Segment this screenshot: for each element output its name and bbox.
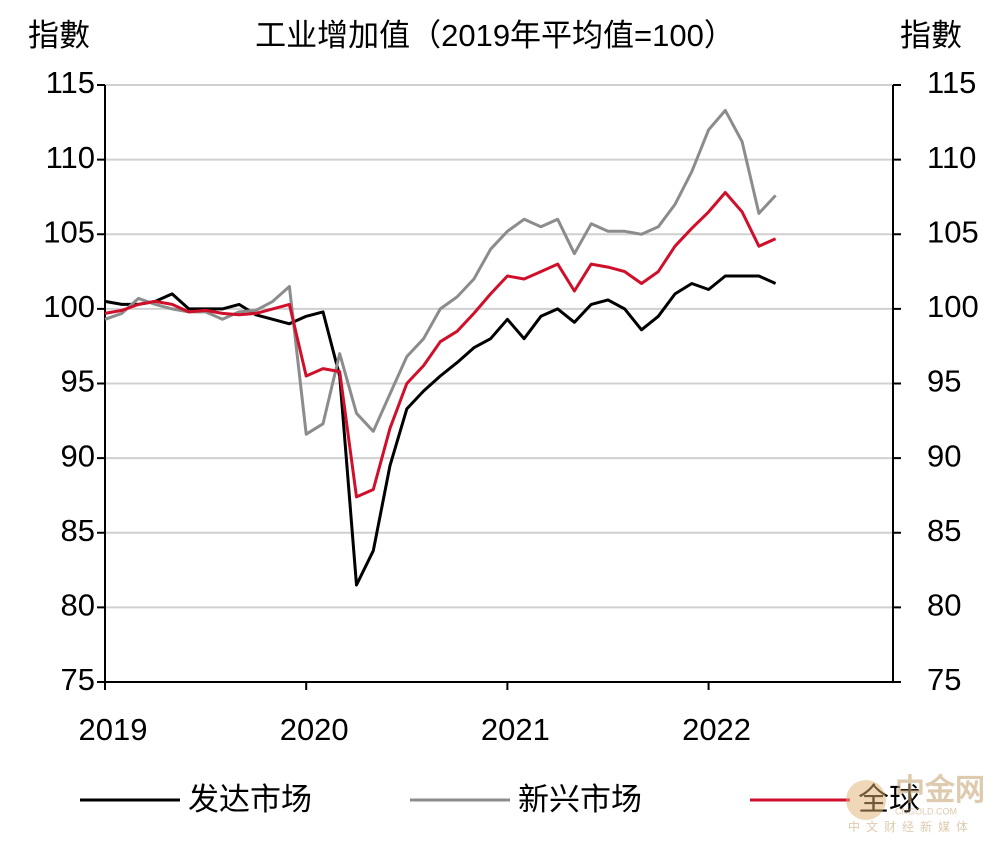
watermark: 中金网	[895, 773, 985, 807]
y-tick-label: 115	[46, 65, 95, 100]
y2-tick-label: 80	[927, 588, 961, 623]
y-tick-label: 75	[61, 662, 95, 697]
y2-tick-label: 115	[927, 65, 976, 100]
y2-tick-label: 105	[927, 214, 979, 249]
y-axis-label: 指數	[28, 18, 90, 53]
y2-tick-label: 95	[927, 364, 961, 399]
x-tick-label: 2019	[79, 712, 148, 747]
y2-tick-label: 85	[927, 513, 961, 548]
watermark: 中文财经新媒体	[848, 819, 974, 834]
y2-tick-label: 110	[927, 140, 976, 175]
y-tick-label: 95	[61, 364, 95, 399]
y-tick-label: 90	[61, 438, 95, 473]
line-series	[104, 274, 777, 587]
x-tick-label: 2021	[481, 712, 550, 747]
line-series	[104, 191, 777, 499]
y2-tick-label: 75	[927, 662, 961, 697]
x-tick-label: 2022	[682, 712, 751, 747]
y2-axis-label: 指數	[900, 18, 962, 53]
line-series	[104, 108, 777, 436]
legend-label: 发达市场	[188, 782, 312, 817]
y-tick-label: 100	[43, 289, 95, 324]
y-tick-label: 80	[61, 588, 95, 623]
chart-title: 工业增加值（2019年平均值=100）	[255, 18, 735, 53]
watermark: CNGOLD.COM	[895, 806, 957, 816]
legend-label: 新兴市场	[518, 782, 642, 817]
y2-tick-label: 90	[927, 438, 961, 473]
y-tick-label: 85	[61, 513, 95, 548]
y-tick-label: 110	[46, 140, 95, 175]
y2-tick-label: 100	[927, 289, 979, 324]
x-tick-label: 2020	[280, 712, 349, 747]
y-tick-label: 105	[43, 214, 95, 249]
watermark-logo	[846, 780, 886, 820]
